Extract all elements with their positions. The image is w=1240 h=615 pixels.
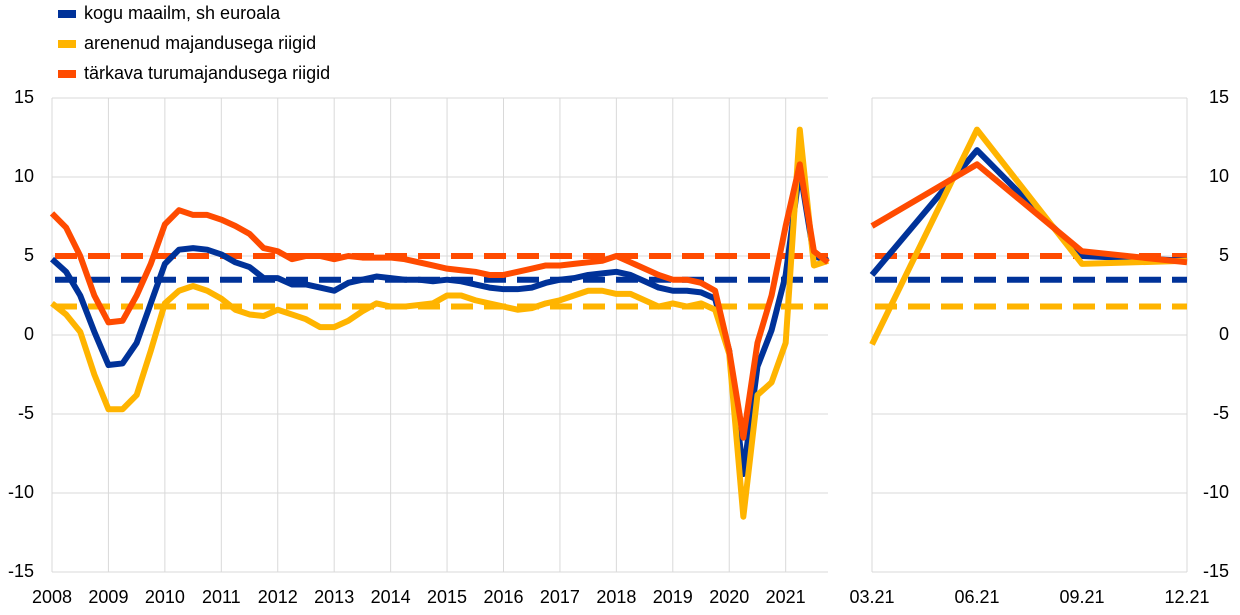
y-tick-label: 0 (1219, 324, 1229, 344)
x-tick-label: 2015 (427, 587, 467, 607)
y-tick-label: -15 (8, 561, 34, 581)
x-tick-label: 2021 (766, 587, 806, 607)
y-tick-label: -5 (1213, 403, 1229, 423)
series-line (49, 161, 830, 441)
x-tick-label: 2008 (32, 587, 72, 607)
legend-swatch (58, 40, 76, 48)
y-tick-label: 10 (1209, 166, 1229, 186)
legend-label: arenenud majandusega riigid (84, 33, 316, 53)
series-line (49, 166, 829, 478)
legend-swatch (58, 10, 76, 18)
x-tick-label: 12.21 (1164, 587, 1209, 607)
x-tick-label: 2012 (258, 587, 298, 607)
x-tick-label: 2011 (202, 587, 241, 607)
x-tick-label: 2020 (709, 587, 749, 607)
x-tick-label: 2009 (88, 587, 128, 607)
x-tick-label: 2016 (483, 587, 523, 607)
x-tick-label: 2013 (314, 587, 354, 607)
series-line (50, 126, 829, 520)
legend-label: tärkava turumajandusega riigid (84, 63, 330, 83)
series-line (870, 161, 1188, 266)
legend-swatch (58, 70, 76, 78)
y-tick-label: 10 (14, 166, 34, 186)
y-tick-label: 5 (24, 245, 34, 265)
y-tick-label: 15 (14, 87, 34, 107)
x-tick-label: 03.21 (849, 587, 894, 607)
x-tick-label: 2014 (371, 587, 411, 607)
x-tick-label: 2017 (540, 587, 580, 607)
y-tick-label: 0 (24, 324, 34, 344)
y-tick-label: 15 (1209, 87, 1229, 107)
y-tick-label: -5 (18, 403, 34, 423)
y-tick-label: -10 (8, 482, 34, 502)
x-tick-label: 09.21 (1059, 587, 1104, 607)
y-tick-label: -10 (1203, 482, 1229, 502)
legend-label: kogu maailm, sh euroala (84, 3, 281, 23)
y-tick-label: 5 (1219, 245, 1229, 265)
x-tick-label: 06.21 (954, 587, 999, 607)
y-tick-label: -15 (1203, 561, 1229, 581)
x-tick-label: 2010 (145, 587, 185, 607)
x-tick-label: 2018 (596, 587, 636, 607)
series-line (869, 126, 1188, 346)
x-tick-label: 2019 (653, 587, 693, 607)
